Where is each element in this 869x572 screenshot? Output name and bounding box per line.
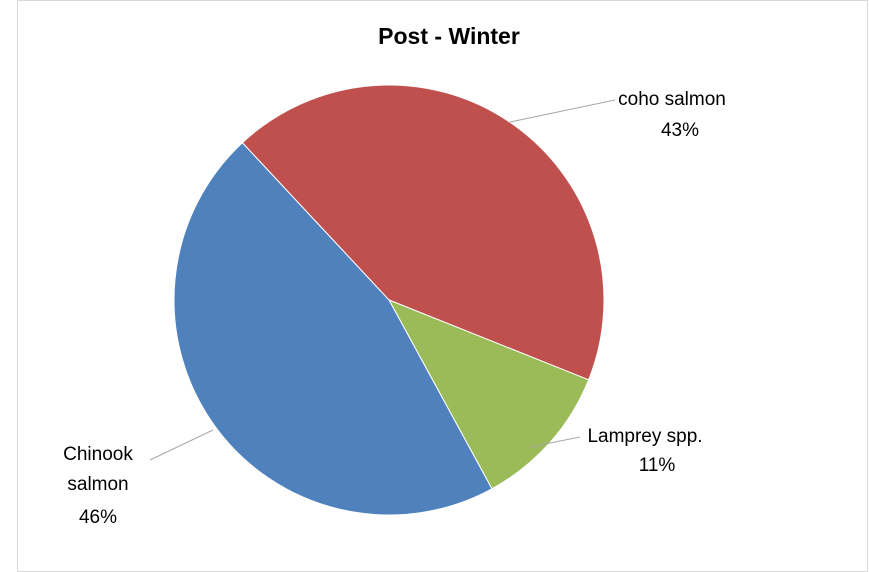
slice-label: coho salmon (618, 89, 726, 110)
slice-percent: 46% (78, 507, 118, 528)
pie-slice (173, 142, 493, 516)
chart-title: Post - Winter (378, 23, 520, 49)
leader-line (529, 436, 581, 448)
leader-line (509, 99, 616, 123)
pie-slice (241, 84, 605, 381)
slice-percent: 43% (660, 120, 700, 141)
slice-percent: 11% (638, 455, 676, 476)
slice-label: Lamprey spp. (587, 426, 703, 447)
leader-line (149, 429, 214, 461)
slice-label: Chinook salmon (63, 444, 133, 495)
